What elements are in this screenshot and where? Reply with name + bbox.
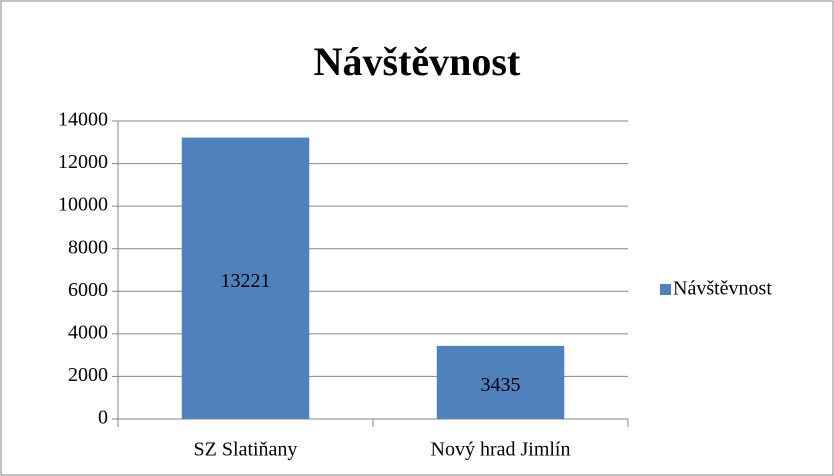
bar [181, 137, 310, 419]
y-tick-label: 10000 [58, 194, 108, 216]
y-tick-label: 14000 [58, 109, 108, 131]
chart-title: Návštěvnost [314, 39, 521, 84]
y-tick-label: 8000 [68, 236, 108, 258]
legend-swatch [660, 284, 671, 295]
y-tick-label: 4000 [68, 321, 108, 343]
bar [436, 345, 565, 419]
y-tick-label: 6000 [68, 279, 108, 301]
y-tick-label: 2000 [68, 364, 108, 386]
x-tick-label: Nový hrad Jimlín [431, 439, 571, 461]
legend-label: Návštěvnost [673, 278, 772, 300]
data-label: 13221 [221, 270, 271, 292]
y-tick-label: 0 [98, 407, 108, 429]
x-tick-label: SZ Slatiňany [194, 439, 298, 461]
y-tick-label: 12000 [58, 151, 108, 173]
data-label: 3435 [481, 374, 521, 396]
